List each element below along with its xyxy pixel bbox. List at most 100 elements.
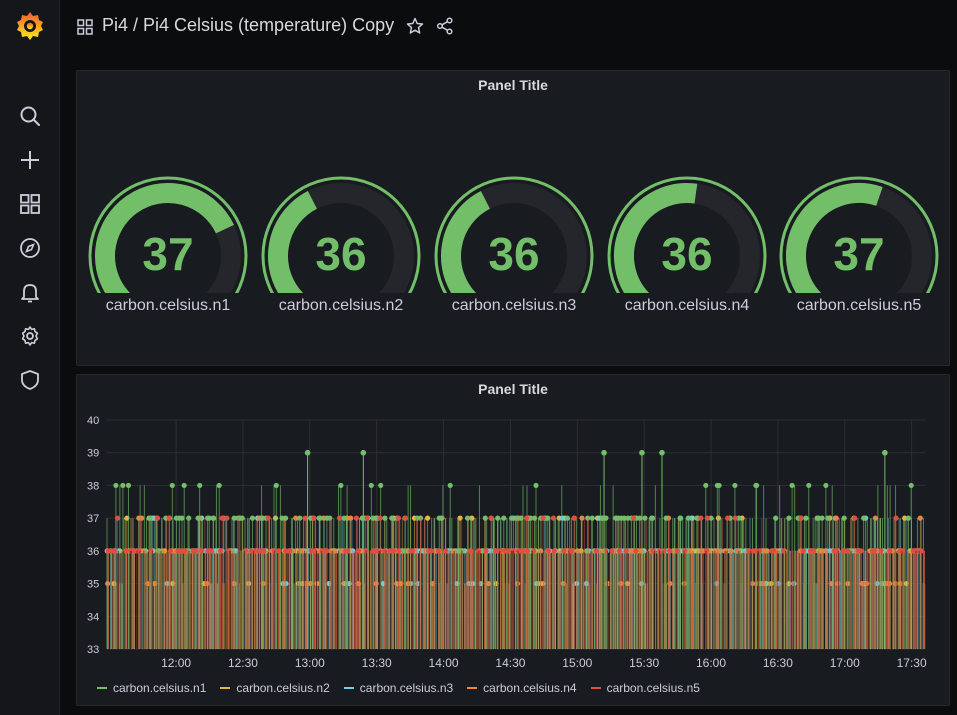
series-point [840, 548, 847, 554]
series-point [147, 515, 153, 521]
series-point [878, 548, 884, 554]
series-point [273, 482, 279, 489]
series-point [678, 515, 684, 521]
series-point [317, 515, 323, 521]
series-point [623, 548, 629, 554]
sidebar-create[interactable] [0, 138, 60, 182]
series-point [425, 515, 431, 521]
sidebar-search[interactable] [0, 94, 60, 138]
series-point [918, 548, 924, 554]
breadcrumb[interactable]: Pi4 / Pi4 Celsius (temperature) Copy [102, 15, 395, 35]
legend-item[interactable]: carbon.celsius.n2 [220, 681, 330, 695]
series-point [125, 482, 132, 489]
peak-point [360, 449, 367, 456]
legend-item[interactable]: carbon.celsius.n1 [97, 681, 206, 695]
series-point [694, 515, 700, 521]
legend-label: carbon.celsius.n3 [359, 681, 454, 695]
series-point [771, 548, 777, 554]
gauge-label: carbon.celsius.n4 [624, 297, 750, 314]
series-point [331, 548, 338, 554]
series-point [324, 548, 330, 554]
series-point [302, 515, 308, 521]
peak-point [882, 449, 888, 456]
explore-icon [20, 238, 40, 258]
x-tick-label: 12:00 [161, 656, 191, 670]
series-point [533, 482, 539, 489]
grafana-logo-icon[interactable] [14, 10, 46, 42]
x-tick-label: 13:00 [295, 656, 325, 670]
share-icon[interactable] [436, 17, 454, 35]
y-tick-label: 33 [87, 644, 99, 656]
series-point [243, 548, 249, 554]
settings-icon [21, 326, 39, 346]
series-point [483, 548, 489, 554]
series-point [418, 515, 424, 521]
panel-title[interactable]: Panel Title [478, 381, 548, 397]
graph-legend: carbon.celsius.n1 carbon.celsius.n2 carbon… [97, 681, 700, 695]
gauge-label: carbon.celsius.n5 [796, 297, 922, 314]
series-point [293, 515, 299, 521]
series-point [114, 515, 121, 521]
x-tick-label: 17:00 [830, 656, 860, 670]
series-point [197, 482, 203, 489]
series-point [798, 515, 804, 521]
series-point [852, 515, 858, 521]
series-point [497, 548, 503, 554]
gauge: 36 carbon.celsius.n2 [261, 163, 421, 333]
series-point [175, 548, 181, 554]
sidebar-explore[interactable] [0, 226, 60, 270]
series-point [113, 482, 119, 489]
series-point [685, 515, 691, 521]
series-point [585, 515, 591, 521]
gauge-label: carbon.celsius.n3 [451, 297, 577, 314]
series-point [501, 515, 507, 521]
series-point [402, 515, 409, 521]
sidebar-dashboards[interactable] [0, 182, 60, 226]
star-icon[interactable] [406, 17, 424, 35]
legend-item[interactable]: carbon.celsius.n5 [590, 681, 700, 695]
legend-item[interactable]: carbon.celsius.n3 [343, 681, 454, 695]
x-tick-label: 14:00 [429, 656, 459, 670]
series-point [488, 515, 494, 521]
series-point [887, 548, 893, 554]
series-point [704, 515, 711, 521]
y-tick-label: 39 [87, 448, 99, 460]
top-bar: Pi4 / Pi4 Celsius (temperature) Copy [60, 0, 957, 56]
temperature-graph[interactable]: 33 34 35 36 37 38 39 40 12:00 12:30 13:00 13:30 14:0… [77, 375, 949, 675]
gauge-fill [614, 183, 698, 293]
series-point [518, 515, 524, 521]
legend-label: carbon.celsius.n5 [606, 681, 700, 695]
gauge: 37 carbon.celsius.n5 [779, 163, 939, 333]
legend-item[interactable]: carbon.celsius.n4 [467, 681, 577, 695]
series-point [571, 515, 577, 521]
series-point [389, 515, 395, 521]
series-point [703, 482, 709, 489]
series-point [599, 515, 605, 521]
panel-title[interactable]: Panel Title [478, 77, 548, 93]
series-point [235, 515, 241, 521]
series-point [513, 515, 519, 521]
series-point [564, 515, 570, 521]
series-point [559, 515, 566, 521]
series-point [861, 515, 867, 521]
series-point [505, 548, 511, 554]
series-point [231, 515, 237, 521]
series-point [382, 515, 388, 521]
series-point [131, 548, 137, 554]
gauge-threshold-ring [261, 176, 421, 293]
series-point [716, 482, 722, 489]
sidebar-alerting[interactable] [0, 270, 60, 314]
series-point [179, 515, 185, 521]
series-point [833, 515, 839, 521]
dashboards-icon [20, 194, 40, 214]
series-point [467, 548, 473, 554]
gauge: 37 carbon.celsius.n1 [88, 163, 248, 333]
series-point [265, 515, 271, 521]
series-point [786, 515, 792, 521]
series-point [166, 515, 172, 521]
sidebar-server-admin[interactable] [0, 358, 60, 402]
sidebar-configuration[interactable] [0, 314, 60, 358]
gauge-label: carbon.celsius.n2 [278, 297, 404, 314]
y-tick-label: 36 [87, 546, 99, 558]
y-tick-label: 37 [87, 513, 99, 525]
